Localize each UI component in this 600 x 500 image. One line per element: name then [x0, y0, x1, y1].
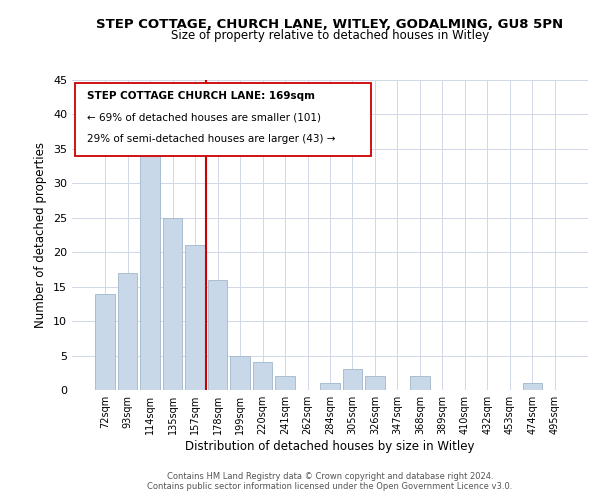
Bar: [253, 362, 272, 390]
Bar: [208, 280, 227, 390]
Bar: [185, 246, 205, 390]
Bar: [95, 294, 115, 390]
Text: 29% of semi-detached houses are larger (43) →: 29% of semi-detached houses are larger (…: [88, 134, 336, 144]
Bar: [320, 383, 340, 390]
Text: Contains public sector information licensed under the Open Government Licence v3: Contains public sector information licen…: [148, 482, 512, 491]
Bar: [365, 376, 385, 390]
X-axis label: Distribution of detached houses by size in Witley: Distribution of detached houses by size …: [185, 440, 475, 453]
Bar: [230, 356, 250, 390]
Bar: [118, 273, 137, 390]
Text: Contains HM Land Registry data © Crown copyright and database right 2024.: Contains HM Land Registry data © Crown c…: [167, 472, 493, 481]
Text: STEP COTTAGE CHURCH LANE: 169sqm: STEP COTTAGE CHURCH LANE: 169sqm: [88, 91, 316, 101]
Bar: [343, 370, 362, 390]
Text: Size of property relative to detached houses in Witley: Size of property relative to detached ho…: [171, 29, 489, 42]
Bar: [523, 383, 542, 390]
FancyBboxPatch shape: [74, 83, 371, 156]
Y-axis label: Number of detached properties: Number of detached properties: [34, 142, 47, 328]
Bar: [163, 218, 182, 390]
Bar: [140, 156, 160, 390]
Bar: [275, 376, 295, 390]
Text: ← 69% of detached houses are smaller (101): ← 69% of detached houses are smaller (10…: [88, 112, 322, 122]
Text: STEP COTTAGE, CHURCH LANE, WITLEY, GODALMING, GU8 5PN: STEP COTTAGE, CHURCH LANE, WITLEY, GODAL…: [97, 18, 563, 30]
Bar: [410, 376, 430, 390]
